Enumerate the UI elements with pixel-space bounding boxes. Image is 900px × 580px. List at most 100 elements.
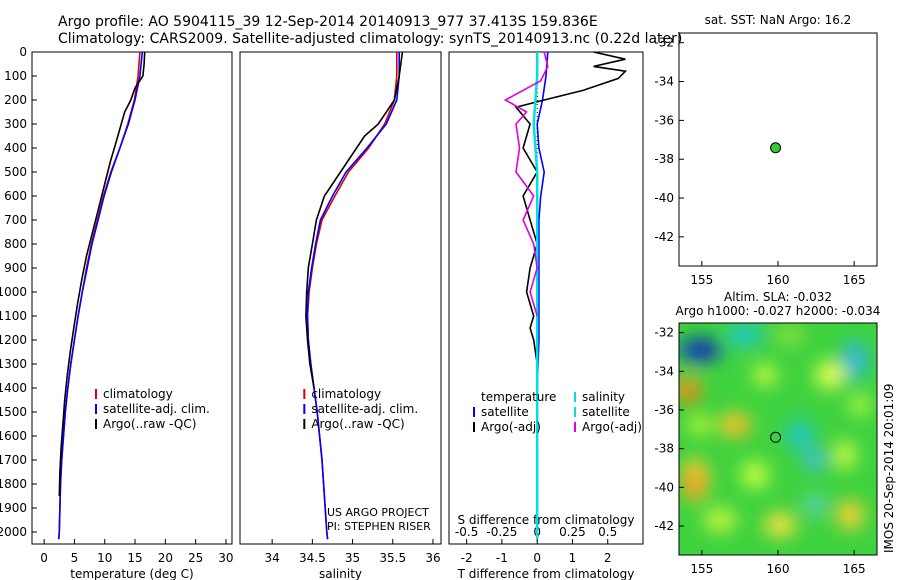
temp-ytick-label: 1300 (0, 357, 27, 371)
temp-xtick-label: 0 (40, 551, 48, 565)
sla-field (679, 323, 870, 537)
sla-xtick-label: 165 (843, 562, 866, 576)
temp-ytick-label: 1000 (0, 285, 27, 299)
sal-legend-label-2: Argo(..raw -QC) (311, 417, 404, 431)
location-map: 155 160 165 -32 -34 -36 -38 -40 -42 sat. SST: NaN… (654, 13, 878, 287)
sal-xtick-label: 36 (425, 551, 440, 565)
sla-xtick-label: 160 (767, 562, 790, 576)
temp-frame (31, 51, 233, 545)
sal-xtick-label: 34.5 (299, 551, 326, 565)
temp-xtick-label: 5 (71, 551, 79, 565)
loc-xtick-label: 155 (690, 273, 713, 287)
temp-ytick-label: 1900 (0, 501, 27, 515)
temp-xtick-label: 10 (97, 551, 112, 565)
sla-ytick-label: -40 (654, 480, 674, 494)
loc-ytick-label: -42 (654, 230, 674, 244)
sal-xtick-label: 34 (265, 551, 280, 565)
diff-xtick2-label: -0.25 (486, 525, 517, 539)
temp-ytick-label: 2000 (0, 525, 27, 539)
temp-line-1 (57, 51, 144, 540)
sal-xlabel: salinity (319, 567, 362, 580)
diff-xtick-label: -2 (461, 551, 473, 565)
sla-side-label: IMOS 20-Sep-2014 20:01:09 (882, 383, 896, 553)
loc-ytick-label: -36 (654, 113, 674, 127)
temp-ytick-label: 0 (19, 45, 27, 59)
temp-legend-label-0: climatology (103, 387, 173, 401)
loc-xtick-label: 160 (767, 273, 790, 287)
diff-xtick-label: 1 (569, 551, 577, 565)
sla-point-0 (770, 431, 782, 443)
diff-line-3 (503, 51, 549, 317)
sal-line-2 (305, 51, 404, 389)
temp-xtick-label: 30 (218, 551, 233, 565)
salinity-panel: 34 34.5 35 35.5 36 salinity climatologysatelli… (239, 51, 442, 580)
temp-xtick-label: 25 (188, 551, 203, 565)
loc-title: sat. SST: NaN Argo: 16.2 (705, 13, 852, 27)
temp-ytick-label: 900 (4, 261, 27, 275)
loc-xtick-label: 165 (843, 273, 866, 287)
temp-legend-label-2: Argo(..raw -QC) (103, 417, 196, 431)
temp-ytick-label: 1600 (0, 429, 27, 443)
header-line1: Argo profile: AO 5904115_39 12-Sep-2014 … (58, 14, 598, 30)
sal-legend-label-1: satellite-adj. clim. (311, 402, 418, 416)
diff-legend-t-label-0: satellite (481, 405, 529, 419)
diff-legend-s-label-0: satellite (582, 405, 630, 419)
temp-ytick-label: 1500 (0, 405, 27, 419)
diff-line-1 (514, 51, 628, 388)
header-line2: Climatology: CARS2009. Satellite-adjuste… (58, 31, 682, 47)
diff-xtick-label: 0 (533, 551, 541, 565)
sla-xtick-label: 155 (690, 562, 713, 576)
temp-ytick-label: 1400 (0, 381, 27, 395)
sla-ytick-label: -34 (654, 364, 674, 378)
diff-legend-s-label-1: Argo(-adj) (582, 420, 642, 434)
diff-xtick-label: 2 (604, 551, 612, 565)
sal-xtick-label: 35 (345, 551, 360, 565)
diff-line-2 (532, 52, 539, 540)
loc-ytick-label: -32 (654, 36, 674, 50)
temp-line-2 (58, 51, 146, 497)
sal-xtick-label: 35.5 (379, 551, 406, 565)
sla-title2: Argo h1000: -0.027 h2000: -0.034 (676, 304, 881, 318)
loc-ytick-label: -34 (654, 75, 674, 89)
diff-xlabel: T difference from climatology (457, 567, 635, 580)
diff-legend-sal-header: salinity (582, 390, 625, 404)
temp-ytick-label: 1700 (0, 453, 27, 467)
diff-legend-t-label-1: Argo(-adj) (481, 420, 541, 434)
sal-annotation-1: PI: STEPHEN RISER (327, 520, 431, 533)
sla-ytick-label: -36 (654, 403, 674, 417)
sla-title: Altim. SLA: -0.032 (724, 290, 832, 304)
temp-ytick-label: 200 (4, 93, 27, 107)
temp-xtick-label: 20 (158, 551, 173, 565)
sal-legend-label-0: climatology (311, 387, 381, 401)
temp-legend-label-1: satellite-adj. clim. (103, 402, 210, 416)
temp-xtick-label: 15 (127, 551, 142, 565)
diff-xtick-label: -1 (496, 551, 508, 565)
diff-line-0 (536, 51, 549, 389)
loc-ytick-label: -38 (654, 152, 674, 166)
sla-ytick-label: -32 (654, 326, 674, 340)
loc-ytick-label: -40 (654, 191, 674, 205)
temp-ytick-label: 700 (4, 213, 27, 227)
diff-xtick2-label: -0.5 (455, 525, 478, 539)
sla-map: 155 160 165 -32 -34 -36 -38 -40 -42 Altim. SLA: -… (654, 290, 896, 576)
temp-xlabel: temperature (deg C) (70, 567, 193, 580)
temp-ytick-label: 1800 (0, 477, 27, 491)
temp-ytick-label: 100 (4, 69, 27, 83)
diff-legend-temp-header: temperature (481, 390, 556, 404)
sal-annotation-0: US ARGO PROJECT (327, 506, 429, 519)
diff-xtick2-label: 0.5 (598, 525, 617, 539)
temperature-panel: 0 5 10 15 20 25 30 temperature (deg C) 0 100 200 30… (0, 45, 234, 580)
temp-ytick-label: 600 (4, 189, 27, 203)
sal-line-0 (306, 52, 398, 540)
sla-ytick-label: -38 (654, 442, 674, 456)
difference-panel: -2 -1 0 1 2-0.5 -0.25 0 0.25 0.5S difference fro… (448, 51, 644, 580)
temp-ytick-label: 1100 (0, 309, 27, 323)
diff-xlabel2: S difference from climatology (458, 513, 635, 527)
temp-ytick-label: 300 (4, 117, 27, 131)
sal-line-1 (306, 52, 401, 540)
temp-ytick-label: 400 (4, 141, 27, 155)
loc-point-0 (770, 142, 782, 154)
sla-ytick-label: -42 (654, 519, 674, 533)
temp-ytick-label: 1200 (0, 333, 27, 347)
temp-ytick-label: 800 (4, 237, 27, 251)
